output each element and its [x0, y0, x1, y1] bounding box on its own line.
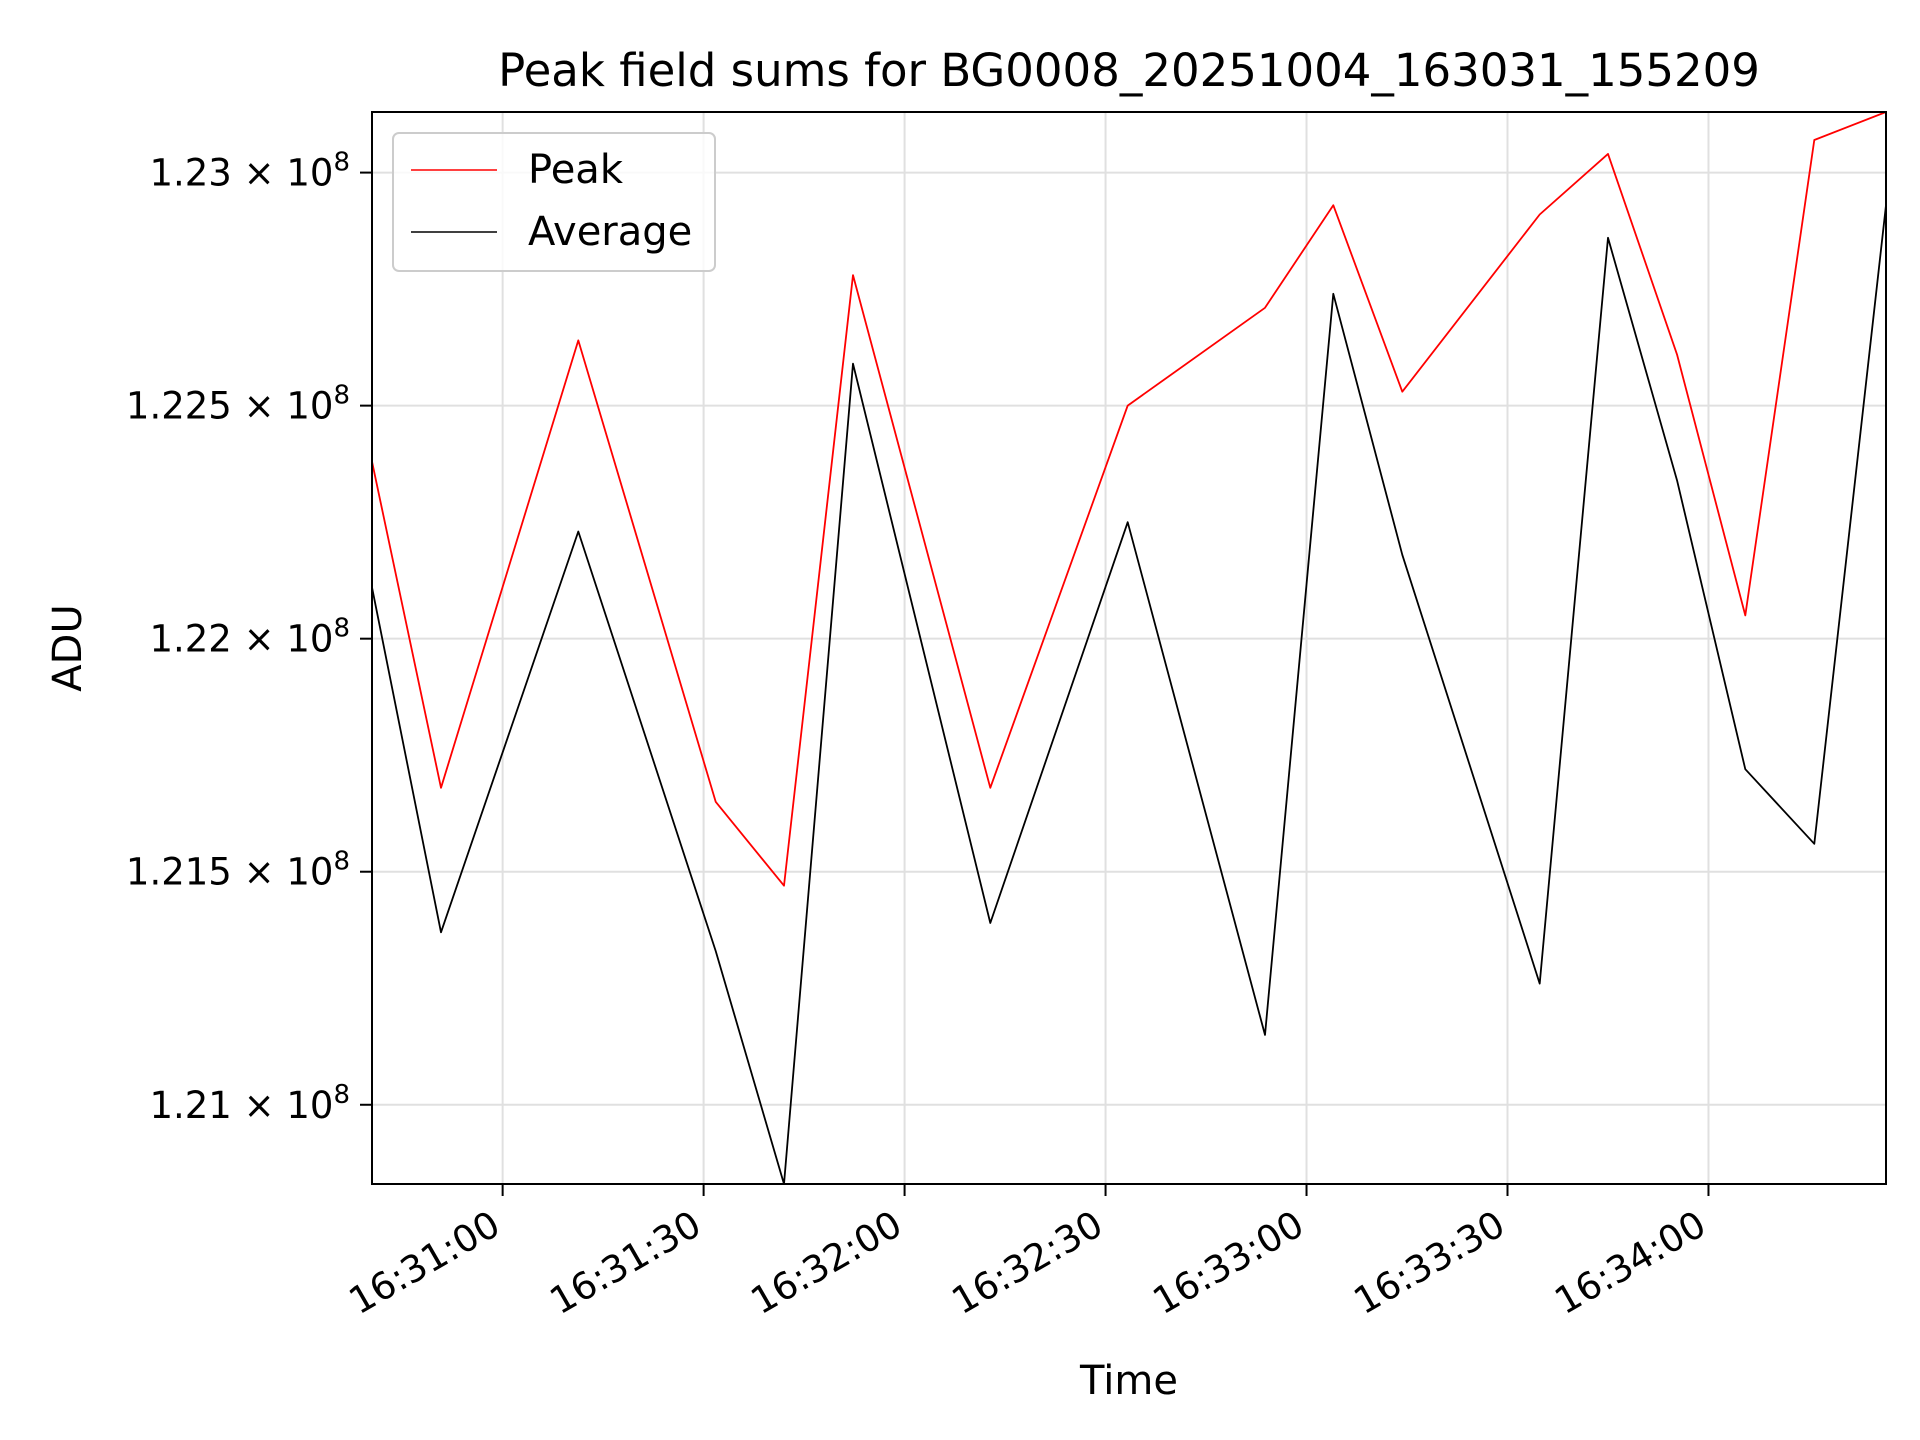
y-tick-label: 1.23 × 108 — [149, 148, 350, 195]
series-lines — [372, 112, 1886, 1184]
y-axis-ticks: 1.21 × 108 1.215 × 108 1.22 × 108 1.225 × 1… — [126, 148, 372, 1127]
y-tick-label: 1.21 × 108 — [149, 1080, 350, 1127]
series-line-average — [372, 205, 1886, 1184]
y-tick-label: 1.225 × 108 — [126, 381, 350, 428]
chart-title: Peak field sums for BG0008_20251004_1630… — [498, 44, 1760, 97]
legend-label-peak: Peak — [528, 147, 624, 193]
legend: Peak Average — [392, 132, 716, 272]
x-axis-label: Time — [1079, 1358, 1178, 1404]
y-tick-label: 1.22 × 108 — [149, 614, 350, 661]
y-tick-label: 1.215 × 108 — [126, 847, 350, 894]
series-line-peak — [372, 112, 1886, 887]
plot-frame — [371, 111, 1887, 1185]
legend-box — [392, 132, 716, 272]
legend-label-average: Average — [528, 209, 692, 255]
y-axis-label: ADU — [45, 604, 91, 691]
